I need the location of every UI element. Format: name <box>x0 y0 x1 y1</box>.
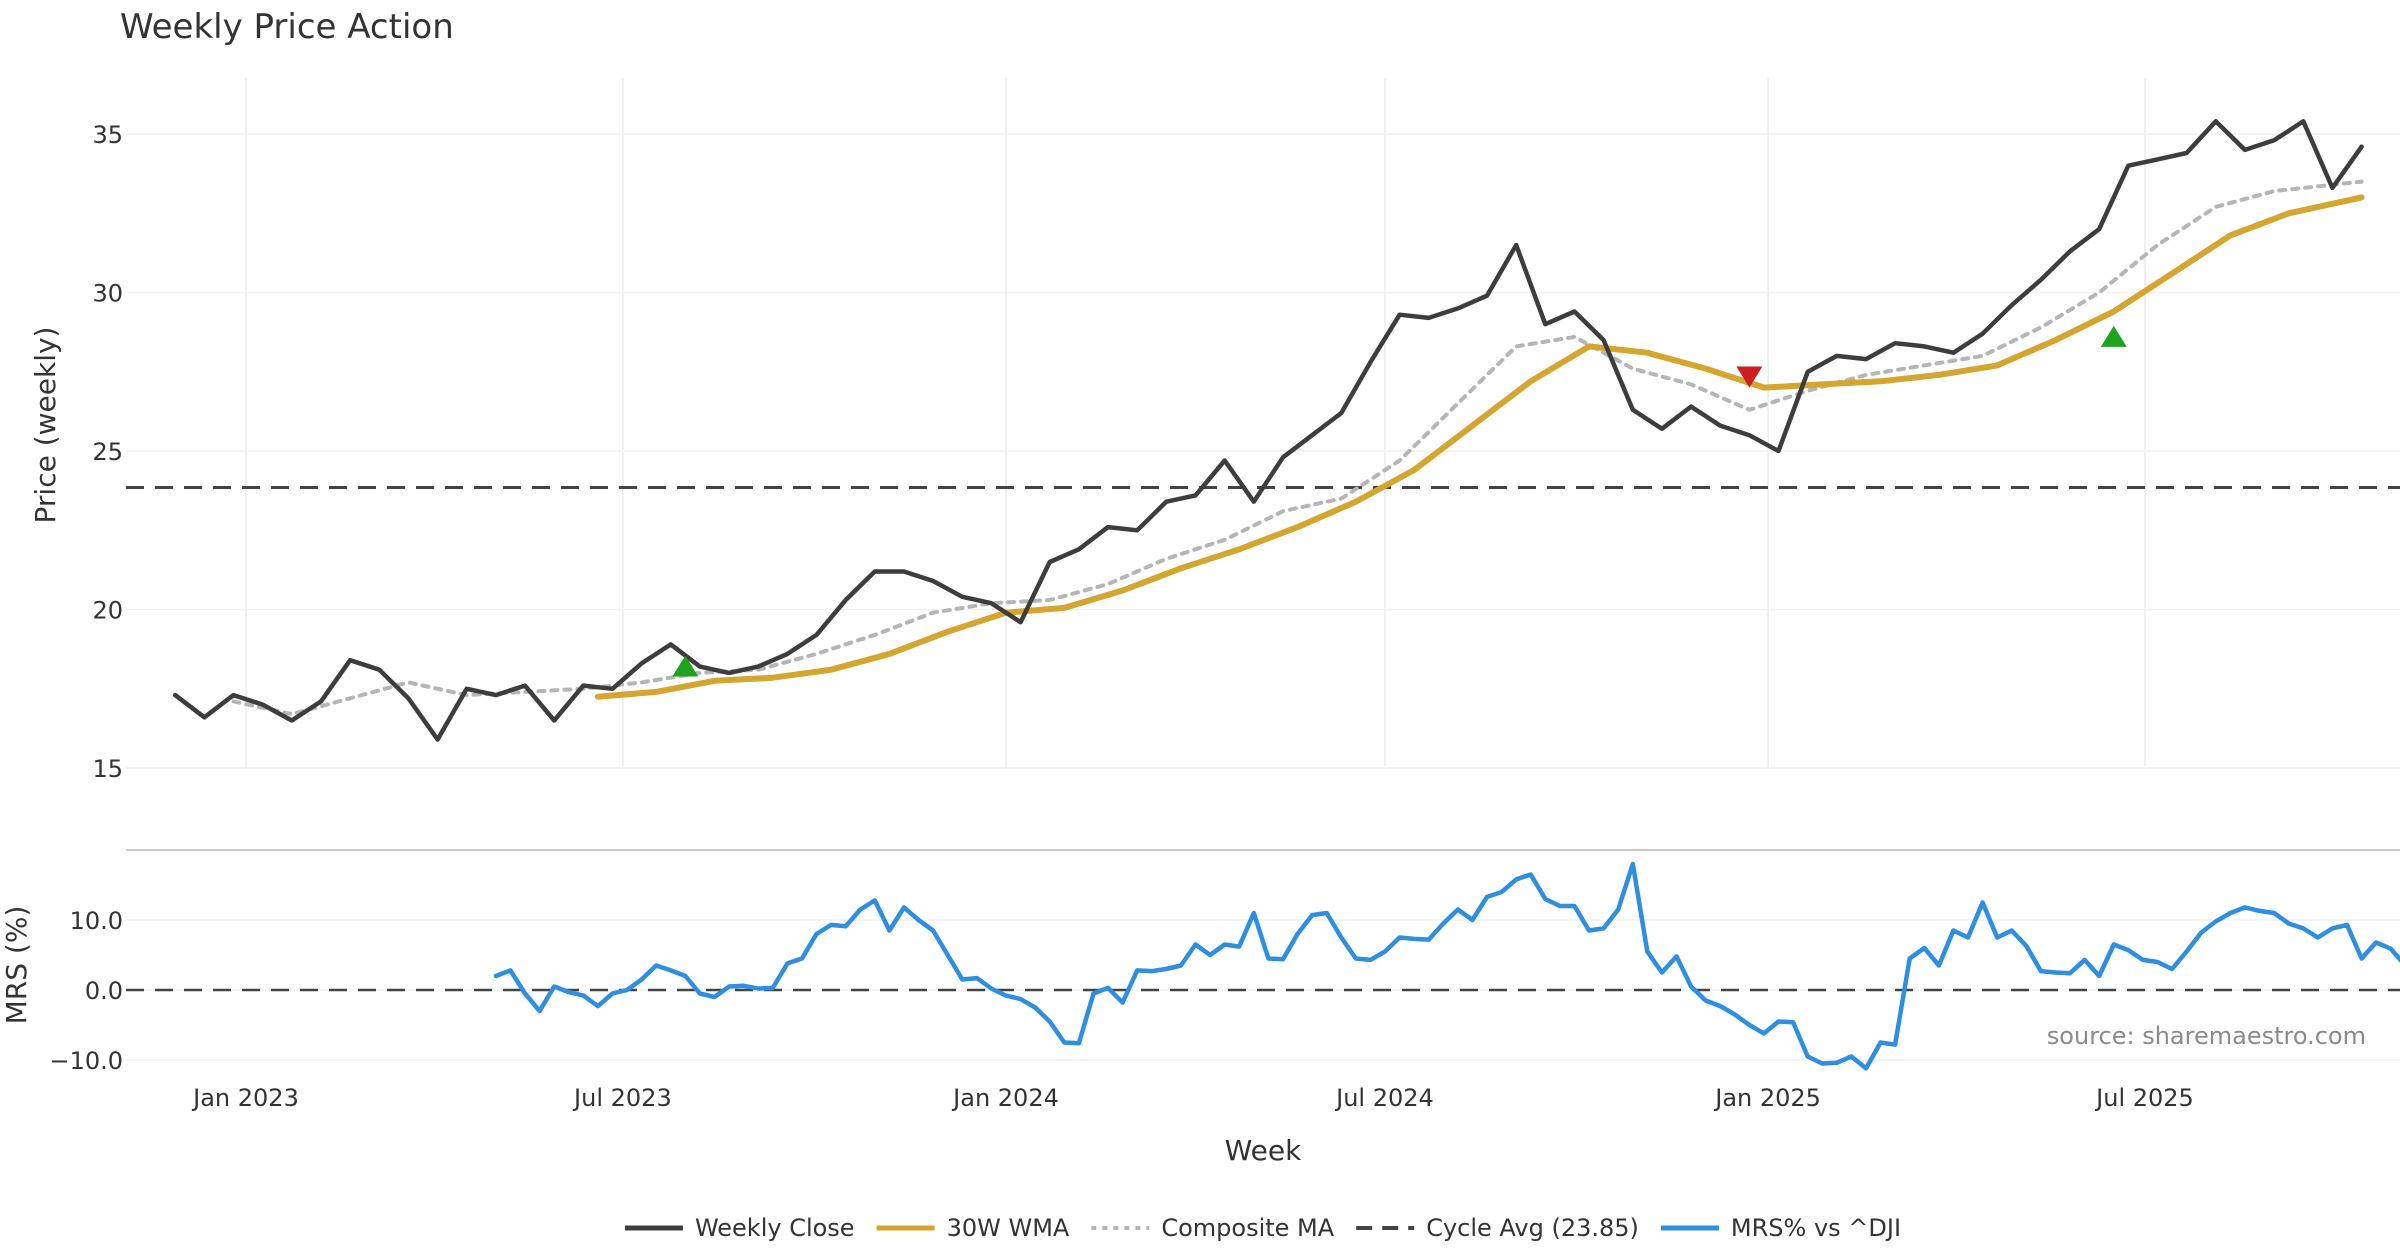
price-series-group <box>172 119 2365 742</box>
x-tick-2: Jan 2024 <box>951 1084 1059 1112</box>
x-tick-0: Jan 2023 <box>191 1084 299 1112</box>
price-y-tick-2: 25 <box>92 438 123 466</box>
legend-label-3: Cycle Avg (23.85) <box>1426 1214 1639 1242</box>
mrs-y-tick-1: 0.0 <box>85 977 123 1005</box>
x-axis-label: Week <box>1225 1134 1302 1167</box>
price-y-tick-1: 20 <box>92 597 123 625</box>
sell-signal-marker-1 <box>1736 366 1763 388</box>
price-y-tick-0: 15 <box>92 755 123 783</box>
price-y-axis-label: Price (weekly) <box>29 327 62 524</box>
mrs-y-axis-label: MRS (%) <box>0 906 33 1025</box>
x-tick-1: Jul 2023 <box>572 1084 672 1112</box>
price-y-ticks: 15 20 25 30 35 <box>92 121 123 783</box>
series-mrs-vs-dji <box>493 861 2400 1071</box>
source-note: source: sharemaestro.com <box>2047 1022 2366 1050</box>
x-tick-5: Jul 2025 <box>2094 1084 2194 1112</box>
mrs-y-ticks: −10.0 0.0 10.0 <box>49 907 123 1075</box>
buy-signal-marker-0 <box>672 655 699 677</box>
buy-signal-marker-2 <box>2100 325 2127 347</box>
series-weekly-close <box>172 119 2364 742</box>
x-tick-3: Jul 2024 <box>1334 1084 1434 1112</box>
legend-label-0: Weekly Close <box>695 1214 855 1242</box>
legend-label-1: 30W WMA <box>947 1214 1070 1242</box>
price-panel-grid <box>126 78 2400 769</box>
chart-title: Weekly Price Action <box>120 7 454 47</box>
legend: Weekly Close 30W WMA Composite MA Cycle Avg… <box>624 1214 1901 1242</box>
price-y-tick-3: 30 <box>92 280 123 308</box>
mrs-y-tick-0: −10.0 <box>49 1047 123 1075</box>
x-ticks: Jan 2023 Jul 2023 Jan 2024 Jul 2024 Jan 2025… <box>191 1084 2194 1112</box>
x-tick-4: Jan 2025 <box>1713 1084 1821 1112</box>
series-30w-wma <box>594 194 2365 700</box>
mrs-series-group <box>493 861 2400 1071</box>
signal-markers <box>672 325 2127 677</box>
price-y-tick-4: 35 <box>92 121 123 149</box>
legend-label-4: MRS% vs ^DJI <box>1731 1214 1901 1242</box>
mrs-y-tick-2: 10.0 <box>70 907 123 935</box>
legend-label-2: Composite MA <box>1161 1214 1334 1242</box>
